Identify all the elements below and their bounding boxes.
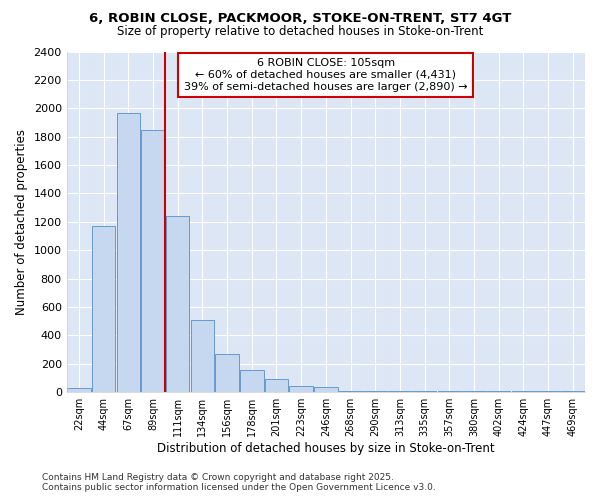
Bar [67,388,91,392]
X-axis label: Distribution of detached houses by size in Stoke-on-Trent: Distribution of detached houses by size … [157,442,494,455]
Bar [116,112,140,392]
Bar [215,354,239,392]
Bar [92,226,115,392]
Bar [142,130,165,392]
Bar [166,216,190,392]
Text: 6, ROBIN CLOSE, PACKMOOR, STOKE-ON-TRENT, ST7 4GT: 6, ROBIN CLOSE, PACKMOOR, STOKE-ON-TRENT… [89,12,511,26]
Bar [314,386,338,392]
Bar [240,370,263,392]
Bar [364,391,387,392]
Text: Contains HM Land Registry data © Crown copyright and database right 2025.
Contai: Contains HM Land Registry data © Crown c… [42,473,436,492]
Bar [265,380,288,392]
Y-axis label: Number of detached properties: Number of detached properties [15,129,28,315]
Bar [339,391,362,392]
Bar [289,386,313,392]
Bar [191,320,214,392]
Text: 6 ROBIN CLOSE: 105sqm
← 60% of detached houses are smaller (4,431)
39% of semi-d: 6 ROBIN CLOSE: 105sqm ← 60% of detached … [184,58,467,92]
Text: Size of property relative to detached houses in Stoke-on-Trent: Size of property relative to detached ho… [117,25,483,38]
